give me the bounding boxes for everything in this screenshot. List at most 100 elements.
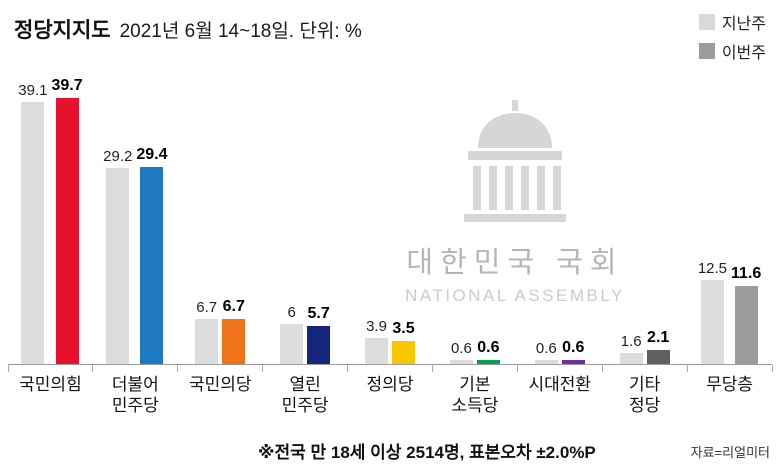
bars-row: 39.1 39.7 29.2 29.4 6.7 6.7 6 5.7 3.9 3.5 0.6 0.6 0.…	[7, 72, 773, 372]
value-label-last-week: 0.6	[450, 340, 472, 357]
category-label: 더불어 민주당	[111, 375, 159, 416]
value-label-last-week: 29.2	[103, 148, 133, 165]
page-title: 정당지지도	[14, 19, 111, 42]
value-label-last-week: 12.5	[697, 260, 728, 277]
value-label-this-week: 11.6	[731, 265, 762, 282]
axis-tick	[92, 365, 94, 372]
header: 정당지지도 2021년 6월 14~18일. 단위: %	[14, 14, 362, 44]
value-label-this-week: 5.7	[307, 305, 330, 322]
watermark-subtitle: NATIONAL ASSEMBLY	[405, 286, 625, 305]
last-week-bar-wrap: 39.1	[18, 82, 47, 364]
axis-tick	[771, 365, 773, 372]
value-label-last-week: 0.6	[535, 340, 557, 357]
last-week-bar-wrap: 0.6	[449, 340, 473, 364]
this-week-bar-wrap: 39.7	[51, 77, 83, 364]
this-week-bar-wrap: 29.4	[136, 146, 168, 364]
this-week-bar-wrap: 3.5	[392, 320, 415, 364]
labels-row: 국민의힘 더불어 민주당 국민의당 열린 민주당 정의당 기본 소득당 시대전환 기타 정당 무…	[8, 365, 772, 417]
bar-this-week	[222, 319, 246, 364]
value-label-this-week: 3.5	[392, 320, 415, 337]
axis-tick	[177, 365, 179, 372]
value-label-last-week: 6.7	[196, 299, 218, 316]
value-label-this-week: 6.7	[222, 298, 245, 315]
bar-last-week	[534, 360, 558, 364]
category-label: 국민의힘	[19, 375, 82, 394]
bar-group: 6.7 6.7	[178, 298, 263, 364]
this-week-bar-wrap: 5.7	[307, 305, 331, 364]
bar-this-week	[307, 326, 331, 364]
legend: 지난주 이번주	[698, 10, 766, 68]
category-label: 정의당	[366, 375, 414, 394]
axis-tick	[262, 365, 264, 372]
bar-group: 39.1 39.7	[8, 77, 93, 364]
value-label-last-week: 39.1	[18, 82, 48, 99]
bar-this-week	[476, 360, 500, 364]
bar-this-week	[55, 98, 79, 364]
bar-this-week	[561, 360, 585, 364]
bar-this-week	[646, 350, 670, 364]
page-subtitle: 2021년 6월 14~18일. 단위: %	[119, 21, 362, 42]
axis-tick	[7, 365, 9, 372]
last-week-bar-wrap: 3.9	[365, 318, 388, 364]
category-label: 국민의당	[188, 375, 252, 394]
bar-this-week	[140, 167, 164, 364]
value-label-this-week: 39.7	[51, 77, 83, 94]
value-label-this-week: 29.4	[136, 146, 168, 163]
axis-tick	[347, 365, 349, 372]
axis-tick	[516, 365, 518, 372]
bar-last-week	[21, 102, 45, 364]
watermark-title: 대한민국 국회	[406, 247, 624, 279]
legend-swatch-this-week	[698, 43, 715, 59]
axis-tick	[601, 365, 603, 372]
legend-item-last-week: 지난주	[698, 10, 766, 34]
value-label-this-week: 0.6	[562, 339, 585, 356]
value-label-this-week: 0.6	[477, 339, 500, 356]
last-week-bar-wrap: 6.7	[195, 299, 219, 364]
value-label-last-week: 3.9	[366, 318, 387, 335]
this-week-bar-wrap: 0.6	[476, 339, 500, 364]
legend-item-this-week: 이번주	[698, 39, 766, 63]
last-week-bar-wrap: 1.6	[619, 333, 643, 364]
this-week-bar-wrap: 2.1	[646, 329, 670, 364]
bar-group: 12.5 11.6	[687, 260, 772, 364]
last-week-bar-wrap: 0.6	[534, 340, 558, 364]
category-label: 무당층	[706, 375, 754, 394]
bar-group: 3.9 3.5	[348, 318, 433, 364]
value-label-last-week: 6	[287, 304, 296, 321]
chart-area: 39.1 39.7 29.2 29.4 6.7 6.7 6 5.7 3.9 3.5 0.6 0.6 0.…	[7, 72, 773, 417]
last-week-bar-wrap: 12.5	[698, 260, 727, 364]
value-label-this-week: 2.1	[647, 329, 670, 346]
bar-group: 0.6 0.6	[432, 339, 517, 364]
last-week-bar-wrap: 6	[280, 304, 304, 364]
axis-tick	[686, 365, 688, 372]
bar-group: 1.6 2.1	[602, 329, 687, 364]
value-label-last-week: 1.6	[620, 333, 642, 350]
category-label: 열린 민주당	[281, 375, 329, 416]
bar-this-week	[734, 286, 758, 364]
this-week-bar-wrap: 6.7	[222, 298, 246, 364]
survey-footnote: ※전국 만 18세 이상 2514명, 표본오차 ±2.0%P	[258, 443, 596, 462]
category-label: 기타 정당	[629, 375, 661, 416]
bar-last-week	[280, 324, 304, 364]
bar-last-week	[619, 353, 643, 364]
source-label: 자료=리얼미터	[690, 445, 770, 460]
watermark: 대한민국 국회 NATIONAL ASSEMBLY	[392, 100, 638, 306]
national-assembly-building-icon	[464, 100, 566, 222]
bar-last-week	[700, 280, 724, 364]
this-week-bar-wrap: 0.6	[561, 339, 585, 364]
legend-label-last-week: 지난주	[721, 16, 766, 33]
bar-group: 6 5.7	[263, 304, 348, 364]
bar-this-week	[392, 341, 415, 364]
legend-label-this-week: 이번주	[721, 45, 766, 62]
bar-last-week	[106, 168, 130, 364]
bar-group: 0.6 0.6	[517, 339, 602, 364]
category-label: 시대전환	[528, 375, 592, 394]
category-label: 기본 소득당	[451, 375, 499, 416]
axis-tick	[431, 365, 433, 372]
bar-last-week	[365, 338, 388, 364]
legend-swatch-last-week	[698, 14, 715, 30]
bar-last-week	[449, 360, 473, 364]
bar-group: 29.2 29.4	[93, 146, 178, 364]
this-week-bar-wrap: 11.6	[731, 265, 761, 364]
